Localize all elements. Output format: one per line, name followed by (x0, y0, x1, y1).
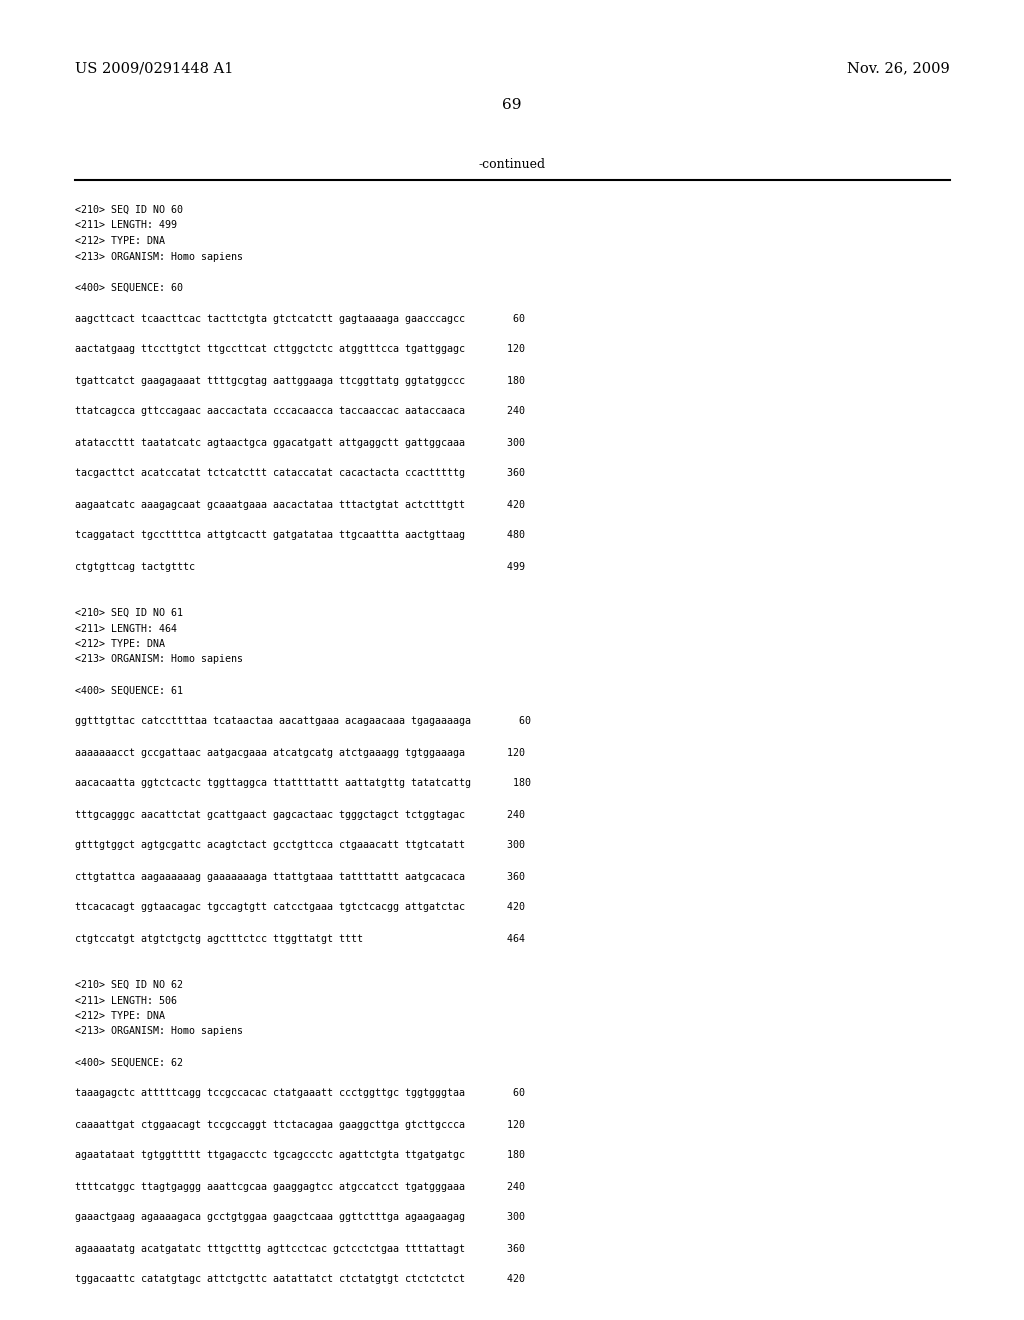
Text: aaaaaaacct gccgattaac aatgacgaaa atcatgcatg atctgaaagg tgtggaaaga       120: aaaaaaacct gccgattaac aatgacgaaa atcatgc… (75, 747, 525, 758)
Text: taaagagctc atttttcagg tccgccacac ctatgaaatt ccctggttgc tggtgggtaa        60: taaagagctc atttttcagg tccgccacac ctatgaa… (75, 1089, 525, 1098)
Text: <213> ORGANISM: Homo sapiens: <213> ORGANISM: Homo sapiens (75, 655, 243, 664)
Text: cttgtattca aagaaaaaag gaaaaaaaga ttattgtaaa tattttattt aatgcacaca       360: cttgtattca aagaaaaaag gaaaaaaaga ttattgt… (75, 871, 525, 882)
Text: <211> LENGTH: 499: <211> LENGTH: 499 (75, 220, 177, 231)
Text: aagcttcact tcaacttcac tacttctgta gtctcatctt gagtaaaaga gaacccagcc        60: aagcttcact tcaacttcac tacttctgta gtctcat… (75, 314, 525, 323)
Text: ggtttgttac catccttttaa tcataactaa aacattgaaa acagaacaaa tgagaaaaga        60: ggtttgttac catccttttaa tcataactaa aacatt… (75, 717, 531, 726)
Text: atataccttt taatatcatc agtaactgca ggacatgatt attgaggctt gattggcaaa       300: atataccttt taatatcatc agtaactgca ggacatg… (75, 437, 525, 447)
Text: <210> SEQ ID NO 61: <210> SEQ ID NO 61 (75, 609, 183, 618)
Text: gtttgtggct agtgcgattc acagtctact gcctgttcca ctgaaacatt ttgtcatatt       300: gtttgtggct agtgcgattc acagtctact gcctgtt… (75, 841, 525, 850)
Text: ctgtgttcag tactgtttc                                                    499: ctgtgttcag tactgtttc 499 (75, 561, 525, 572)
Text: <400> SEQUENCE: 62: <400> SEQUENCE: 62 (75, 1057, 183, 1068)
Text: aacacaatta ggtctcactc tggttaggca ttattttattt aattatgttg tatatcattg       180: aacacaatta ggtctcactc tggttaggca ttatttt… (75, 779, 531, 788)
Text: ctgtccatgt atgtctgctg agctttctcc ttggttatgt tttt                        464: ctgtccatgt atgtctgctg agctttctcc ttggtta… (75, 933, 525, 944)
Text: ttttcatggc ttagtgaggg aaattcgcaa gaaggagtcc atgccatcct tgatgggaaa       240: ttttcatggc ttagtgaggg aaattcgcaa gaaggag… (75, 1181, 525, 1192)
Text: tttgcagggc aacattctat gcattgaact gagcactaac tgggctagct tctggtagac       240: tttgcagggc aacattctat gcattgaact gagcact… (75, 809, 525, 820)
Text: agaatataat tgtggttttt ttgagacctc tgcagccctc agattctgta ttgatgatgc       180: agaatataat tgtggttttt ttgagacctc tgcagcc… (75, 1151, 525, 1160)
Text: tacgacttct acatccatat tctcatcttt cataccatat cacactacta ccactttttg       360: tacgacttct acatccatat tctcatcttt catacca… (75, 469, 525, 479)
Text: tgattcatct gaagagaaat ttttgcgtag aattggaaga ttcggttatg ggtatggccc       180: tgattcatct gaagagaaat ttttgcgtag aattgga… (75, 375, 525, 385)
Text: aactatgaag ttccttgtct ttgccttcat cttggctctc atggtttcca tgattggagc       120: aactatgaag ttccttgtct ttgccttcat cttggct… (75, 345, 525, 355)
Text: tcaggatact tgccttttca attgtcactt gatgatataa ttgcaattta aactgttaag       480: tcaggatact tgccttttca attgtcactt gatgata… (75, 531, 525, 540)
Text: agaaaatatg acatgatatc tttgctttg agttcctcac gctcctctgaa ttttattagt       360: agaaaatatg acatgatatc tttgctttg agttcctc… (75, 1243, 525, 1254)
Text: ttatcagcca gttccagaac aaccactata cccacaacca taccaaccac aataccaaca       240: ttatcagcca gttccagaac aaccactata cccacaa… (75, 407, 525, 417)
Text: <213> ORGANISM: Homo sapiens: <213> ORGANISM: Homo sapiens (75, 252, 243, 261)
Text: gaaactgaag agaaaagaca gcctgtggaa gaagctcaaa ggttctttga agaagaagag       300: gaaactgaag agaaaagaca gcctgtggaa gaagctc… (75, 1213, 525, 1222)
Text: ttcacacagt ggtaacagac tgccagtgtt catcctgaaa tgtctcacgg attgatctac       420: ttcacacagt ggtaacagac tgccagtgtt catcctg… (75, 903, 525, 912)
Text: <210> SEQ ID NO 62: <210> SEQ ID NO 62 (75, 979, 183, 990)
Text: caaaattgat ctggaacagt tccgccaggt ttctacagaa gaaggcttga gtcttgccca       120: caaaattgat ctggaacagt tccgccaggt ttctaca… (75, 1119, 525, 1130)
Text: <211> LENGTH: 506: <211> LENGTH: 506 (75, 995, 177, 1006)
Text: Nov. 26, 2009: Nov. 26, 2009 (847, 61, 950, 75)
Text: <213> ORGANISM: Homo sapiens: <213> ORGANISM: Homo sapiens (75, 1027, 243, 1036)
Text: 69: 69 (502, 98, 522, 112)
Text: <400> SEQUENCE: 60: <400> SEQUENCE: 60 (75, 282, 183, 293)
Text: <212> TYPE: DNA: <212> TYPE: DNA (75, 1011, 165, 1020)
Text: <211> LENGTH: 464: <211> LENGTH: 464 (75, 623, 177, 634)
Text: <212> TYPE: DNA: <212> TYPE: DNA (75, 236, 165, 246)
Text: -continued: -continued (478, 158, 546, 172)
Text: US 2009/0291448 A1: US 2009/0291448 A1 (75, 61, 233, 75)
Text: tggacaattc catatgtagc attctgcttc aatattatct ctctatgtgt ctctctctct       420: tggacaattc catatgtagc attctgcttc aatatta… (75, 1275, 525, 1284)
Text: <210> SEQ ID NO 60: <210> SEQ ID NO 60 (75, 205, 183, 215)
Text: <400> SEQUENCE: 61: <400> SEQUENCE: 61 (75, 685, 183, 696)
Text: <212> TYPE: DNA: <212> TYPE: DNA (75, 639, 165, 649)
Text: aagaatcatc aaagagcaat gcaaatgaaa aacactataa tttactgtat actctttgtt       420: aagaatcatc aaagagcaat gcaaatgaaa aacacta… (75, 499, 525, 510)
